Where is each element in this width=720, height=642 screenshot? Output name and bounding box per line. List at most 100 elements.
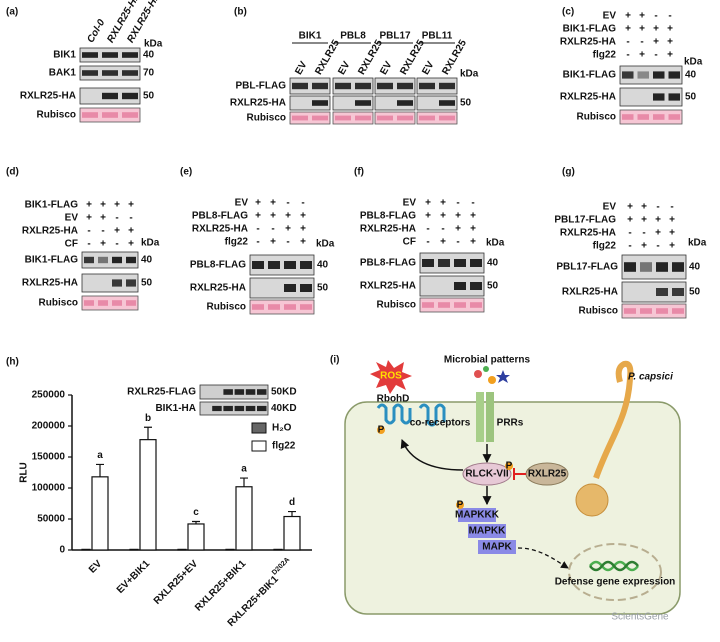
condition-label: flg22 bbox=[225, 237, 249, 248]
band bbox=[257, 405, 267, 412]
blot bbox=[619, 87, 683, 107]
group-label: BIK1 bbox=[299, 31, 322, 42]
condition-sign: + bbox=[655, 228, 661, 239]
rubisco-band bbox=[470, 302, 482, 308]
condition-sign: - bbox=[640, 37, 643, 48]
kda-label: kDa bbox=[316, 239, 335, 250]
condition-label: PBL17-FLAG bbox=[554, 215, 616, 226]
marker-label: 70 bbox=[143, 68, 155, 79]
band bbox=[672, 288, 684, 296]
rubisco-blot bbox=[249, 299, 315, 315]
panel-label: (a) bbox=[6, 7, 18, 18]
band bbox=[439, 82, 455, 90]
rubisco-band bbox=[84, 300, 94, 306]
blot bbox=[374, 77, 416, 95]
condition-sign: - bbox=[87, 226, 90, 237]
kda-label: kDa bbox=[486, 238, 505, 249]
band bbox=[122, 70, 138, 76]
blot bbox=[249, 277, 315, 299]
rubisco-band bbox=[439, 115, 455, 121]
condition-sign: + bbox=[641, 241, 647, 252]
condition-sign: + bbox=[114, 226, 120, 237]
band bbox=[377, 82, 393, 90]
condition-label: PBL8-FLAG bbox=[192, 211, 248, 222]
condition-sign: + bbox=[455, 211, 461, 222]
condition-label: EV bbox=[603, 11, 617, 22]
marker-label: 40 bbox=[317, 260, 329, 271]
condition-sign: - bbox=[426, 224, 429, 235]
band bbox=[245, 389, 256, 395]
condition-sign: + bbox=[100, 239, 106, 250]
condition-sign: - bbox=[426, 237, 429, 248]
rubisco-blot bbox=[419, 297, 485, 313]
row-label: Rubisco bbox=[579, 306, 618, 317]
blot bbox=[81, 251, 139, 269]
kinase-label: MAPKK bbox=[469, 526, 506, 537]
band bbox=[422, 259, 434, 267]
row-label: BIK1-FLAG bbox=[25, 255, 79, 266]
condition-sign: + bbox=[100, 200, 106, 211]
condition-sign: - bbox=[256, 224, 259, 235]
legend-swatch bbox=[251, 422, 267, 434]
inhibition bbox=[513, 468, 526, 480]
row-label: Rubisco bbox=[247, 113, 286, 124]
band bbox=[84, 256, 94, 264]
band bbox=[292, 82, 308, 90]
rubisco-band bbox=[668, 114, 680, 120]
condition-sign: + bbox=[285, 211, 291, 222]
row-label: BAK1 bbox=[49, 68, 77, 79]
significance-letter: a bbox=[241, 464, 247, 475]
row-label: PBL8-FLAG bbox=[190, 260, 246, 271]
rubisco-blot bbox=[374, 111, 416, 125]
band bbox=[112, 279, 122, 287]
ros-burst bbox=[370, 360, 412, 394]
band bbox=[438, 259, 450, 267]
condition-label: RXLR25-HA bbox=[192, 224, 248, 235]
row-label: Rubisco bbox=[577, 112, 616, 123]
condition-label: BIK1-FLAG bbox=[25, 200, 79, 211]
co-receptors-label: co-receptors bbox=[410, 418, 471, 429]
panel-label: (h) bbox=[6, 357, 19, 368]
condition-sign: - bbox=[101, 226, 104, 237]
band bbox=[252, 261, 264, 269]
rubisco-band bbox=[637, 114, 649, 120]
kda-label: kDa bbox=[688, 238, 707, 249]
significance-letter: c bbox=[193, 507, 199, 518]
panel-label: (c) bbox=[562, 7, 574, 18]
blot bbox=[621, 281, 687, 303]
condition-sign: + bbox=[639, 11, 645, 22]
bar bbox=[283, 515, 301, 551]
rubisco-blot bbox=[289, 111, 331, 125]
rlck-label: RLCK-VII bbox=[465, 469, 509, 480]
bar bbox=[91, 476, 109, 551]
band bbox=[223, 405, 233, 412]
condition-sign: + bbox=[641, 202, 647, 213]
rubisco-band bbox=[112, 300, 122, 306]
marker-label: 50 bbox=[685, 92, 697, 103]
error-bar bbox=[144, 426, 152, 440]
condition-sign: + bbox=[440, 237, 446, 248]
pathogen-label: P. capsici bbox=[628, 372, 673, 383]
condition-sign: + bbox=[669, 215, 675, 226]
condition-sign: - bbox=[626, 50, 629, 61]
rubisco-band bbox=[126, 300, 136, 306]
rubisco-band bbox=[300, 304, 312, 310]
row-label: Rubisco bbox=[37, 110, 76, 121]
blot bbox=[81, 273, 139, 293]
blot bbox=[416, 77, 458, 95]
rubisco-band bbox=[284, 304, 296, 310]
condition-sign: + bbox=[625, 11, 631, 22]
band bbox=[126, 279, 136, 287]
condition-sign: + bbox=[300, 224, 306, 235]
y-tick-label: 150000 bbox=[32, 452, 66, 463]
dna bbox=[589, 560, 639, 572]
blot bbox=[289, 77, 331, 95]
kinase-box bbox=[478, 540, 516, 554]
band bbox=[454, 259, 466, 267]
condition-sign: - bbox=[129, 213, 132, 224]
band bbox=[234, 389, 245, 395]
rubisco-band bbox=[292, 115, 308, 121]
legend-label: flg22 bbox=[272, 441, 296, 452]
kinase-box bbox=[458, 508, 496, 522]
